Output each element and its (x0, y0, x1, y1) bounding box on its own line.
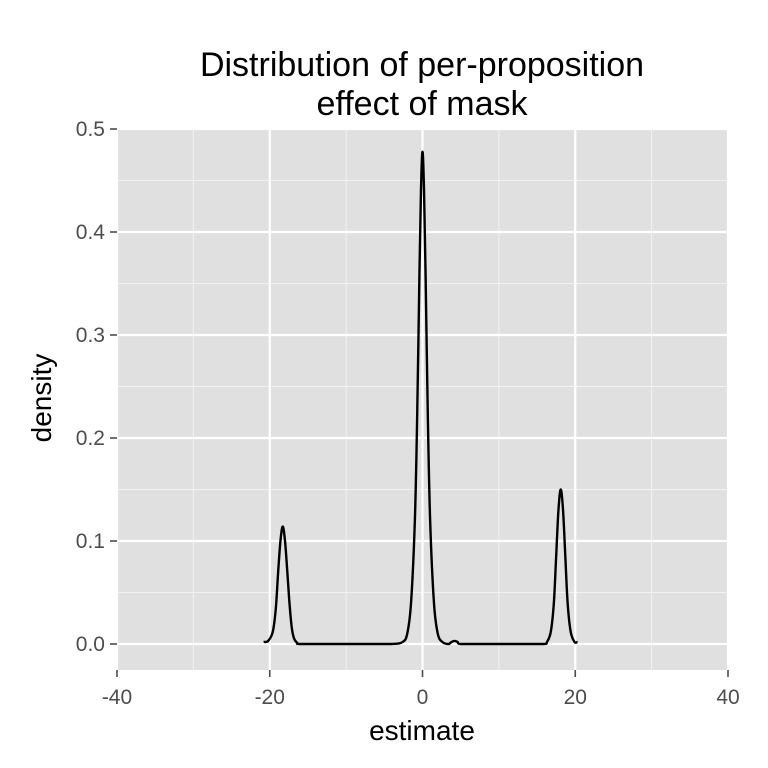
y-tick-label: 0.3 (76, 324, 105, 347)
y-axis-title: density (26, 354, 57, 443)
x-tick-label: 0 (417, 686, 429, 709)
x-tick-label: -40 (102, 686, 132, 709)
y-tick-label: 0.2 (76, 427, 105, 450)
major-gridlines (115, 127, 730, 670)
x-axis-ticks: -40 -20 0 20 40 (102, 670, 740, 709)
density-curve (263, 150, 578, 646)
y-tick-label: 0.4 (76, 221, 106, 244)
x-tick-label: -20 (255, 686, 285, 709)
y-tick-label: 0.0 (76, 633, 105, 656)
chart-title-line-1: Distribution of per-proposition (200, 46, 644, 84)
chart-title-line-2: effect of mask (316, 85, 528, 123)
y-axis-ticks: 0.0 0.1 0.2 0.3 0.4 0.5 (76, 118, 117, 656)
y-tick-label: 0.1 (76, 530, 105, 553)
x-axis-title: estimate (369, 715, 475, 746)
y-tick-label: 0.5 (76, 118, 105, 141)
x-tick-label: 40 (716, 686, 739, 709)
x-tick-label: 20 (564, 686, 587, 709)
